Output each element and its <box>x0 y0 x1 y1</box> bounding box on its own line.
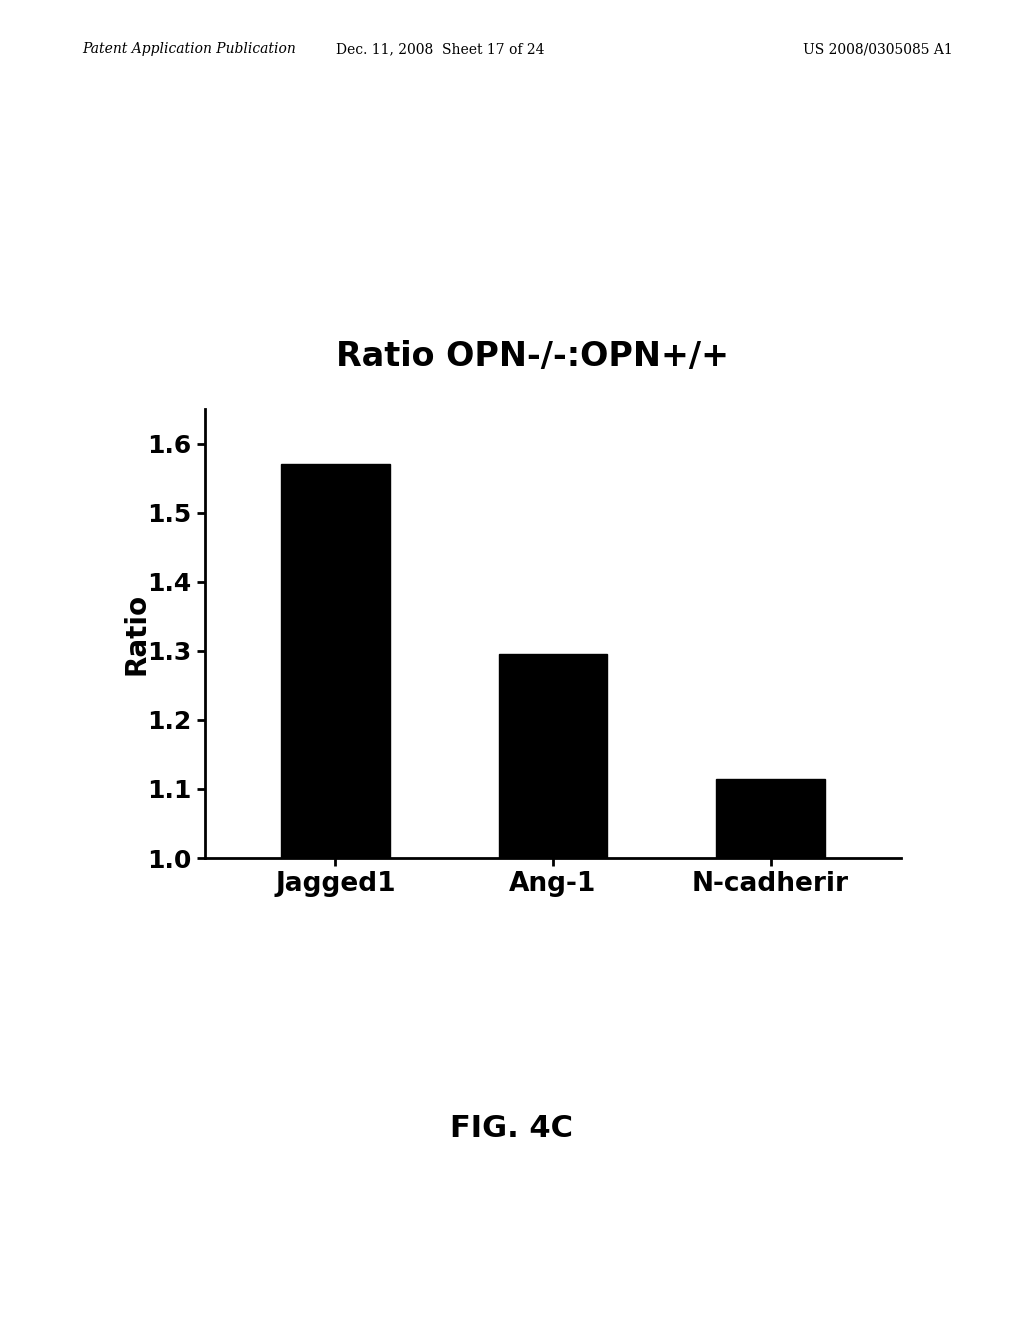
Text: Dec. 11, 2008  Sheet 17 of 24: Dec. 11, 2008 Sheet 17 of 24 <box>336 42 545 57</box>
Text: FIG. 4C: FIG. 4C <box>451 1114 573 1143</box>
Y-axis label: Ratio: Ratio <box>122 593 151 675</box>
Bar <box>281 465 390 858</box>
Bar <box>716 779 825 858</box>
Text: Ratio OPN-/-:OPN+/+: Ratio OPN-/-:OPN+/+ <box>336 339 729 372</box>
Bar <box>499 655 607 858</box>
Text: Patent Application Publication: Patent Application Publication <box>82 42 296 57</box>
Text: US 2008/0305085 A1: US 2008/0305085 A1 <box>803 42 952 57</box>
